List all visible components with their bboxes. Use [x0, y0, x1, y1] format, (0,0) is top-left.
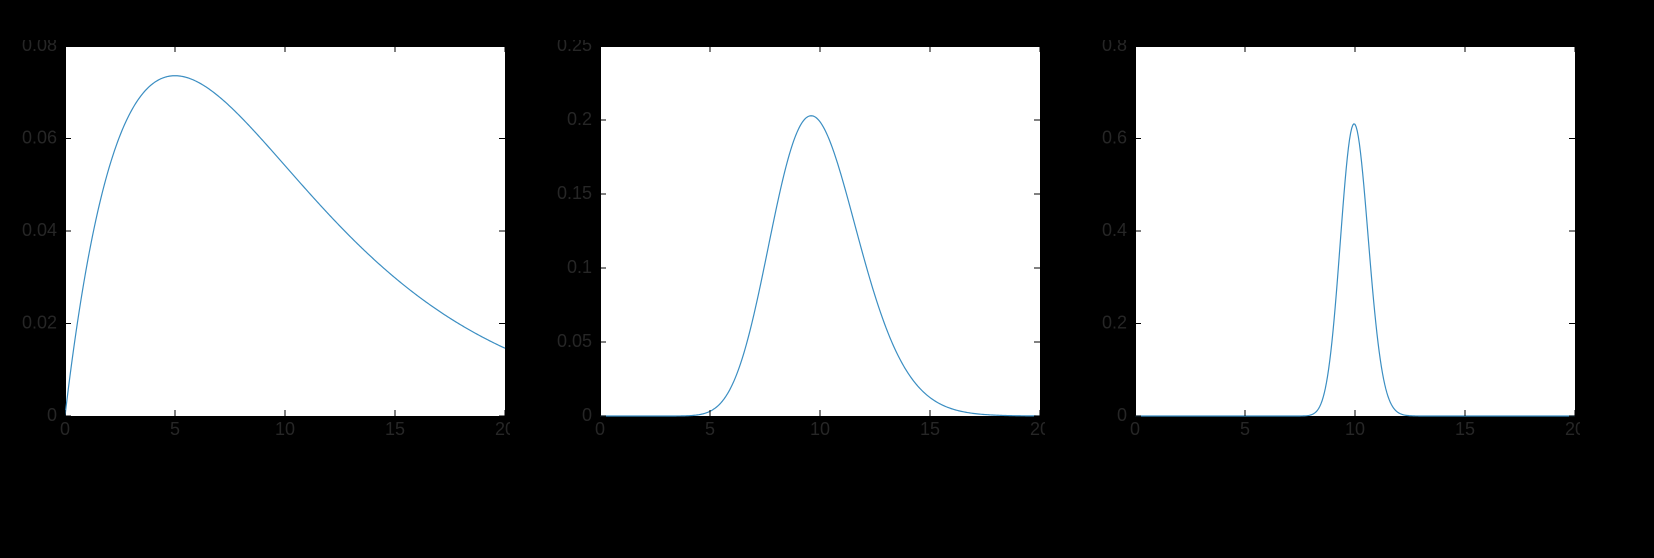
y-ticklabel: 0.06 — [22, 127, 57, 147]
x-ticklabel: 15 — [385, 419, 405, 439]
y-ticklabel: 0.2 — [567, 109, 592, 129]
axes-box — [601, 47, 1041, 417]
figure: Gamma distribution – multivariate normal… — [0, 0, 1654, 558]
panel-right: 0 5 10 15 20 0 0.2 0.4 0.6 0.8 — [1080, 40, 1580, 450]
y-ticklabel: 0.02 — [22, 312, 57, 332]
axes-box — [1136, 47, 1576, 417]
x-ticklabel: 5 — [1240, 419, 1250, 439]
x-ticklabel: 5 — [705, 419, 715, 439]
x-ticklabel: 10 — [1345, 419, 1365, 439]
panel-left: 0 5 10 15 20 0 0.02 0.04 0.06 0.08 — [10, 40, 510, 450]
y-ticklabel: 0 — [47, 405, 57, 425]
panel-middle: 0 5 10 15 20 0 0.05 0.1 0.15 0.2 0.25 — [545, 40, 1045, 450]
x-ticklabel: 0 — [595, 419, 605, 439]
x-ticklabel: 20 — [1565, 419, 1580, 439]
y-ticklabel: 0.1 — [567, 257, 592, 277]
y-ticklabel: 0.04 — [22, 220, 57, 240]
y-ticklabel: 0.6 — [1102, 127, 1127, 147]
x-ticklabel: 5 — [170, 419, 180, 439]
y-ticklabel: 0.4 — [1102, 220, 1127, 240]
x-ticklabel: 15 — [920, 419, 940, 439]
figure-title: Gamma distribution – multivariate normal… — [0, 0, 1654, 26]
axes-box — [66, 47, 506, 417]
x-ticklabel: 20 — [1030, 419, 1045, 439]
y-ticklabel: 0.08 — [22, 40, 57, 55]
y-ticklabel: 0.2 — [1102, 312, 1127, 332]
y-ticklabel: 0.8 — [1102, 40, 1127, 55]
y-ticklabel: 0.15 — [557, 183, 592, 203]
y-ticklabel: 0 — [582, 405, 592, 425]
x-ticklabel: 15 — [1455, 419, 1475, 439]
y-ticklabel: 0.25 — [557, 40, 592, 55]
x-ticklabel: 0 — [60, 419, 70, 439]
y-ticklabel: 0 — [1117, 405, 1127, 425]
y-ticklabel: 0.05 — [557, 331, 592, 351]
x-ticklabel: 0 — [1130, 419, 1140, 439]
x-ticklabel: 10 — [275, 419, 295, 439]
x-ticklabel: 10 — [810, 419, 830, 439]
x-ticklabel: 20 — [495, 419, 510, 439]
